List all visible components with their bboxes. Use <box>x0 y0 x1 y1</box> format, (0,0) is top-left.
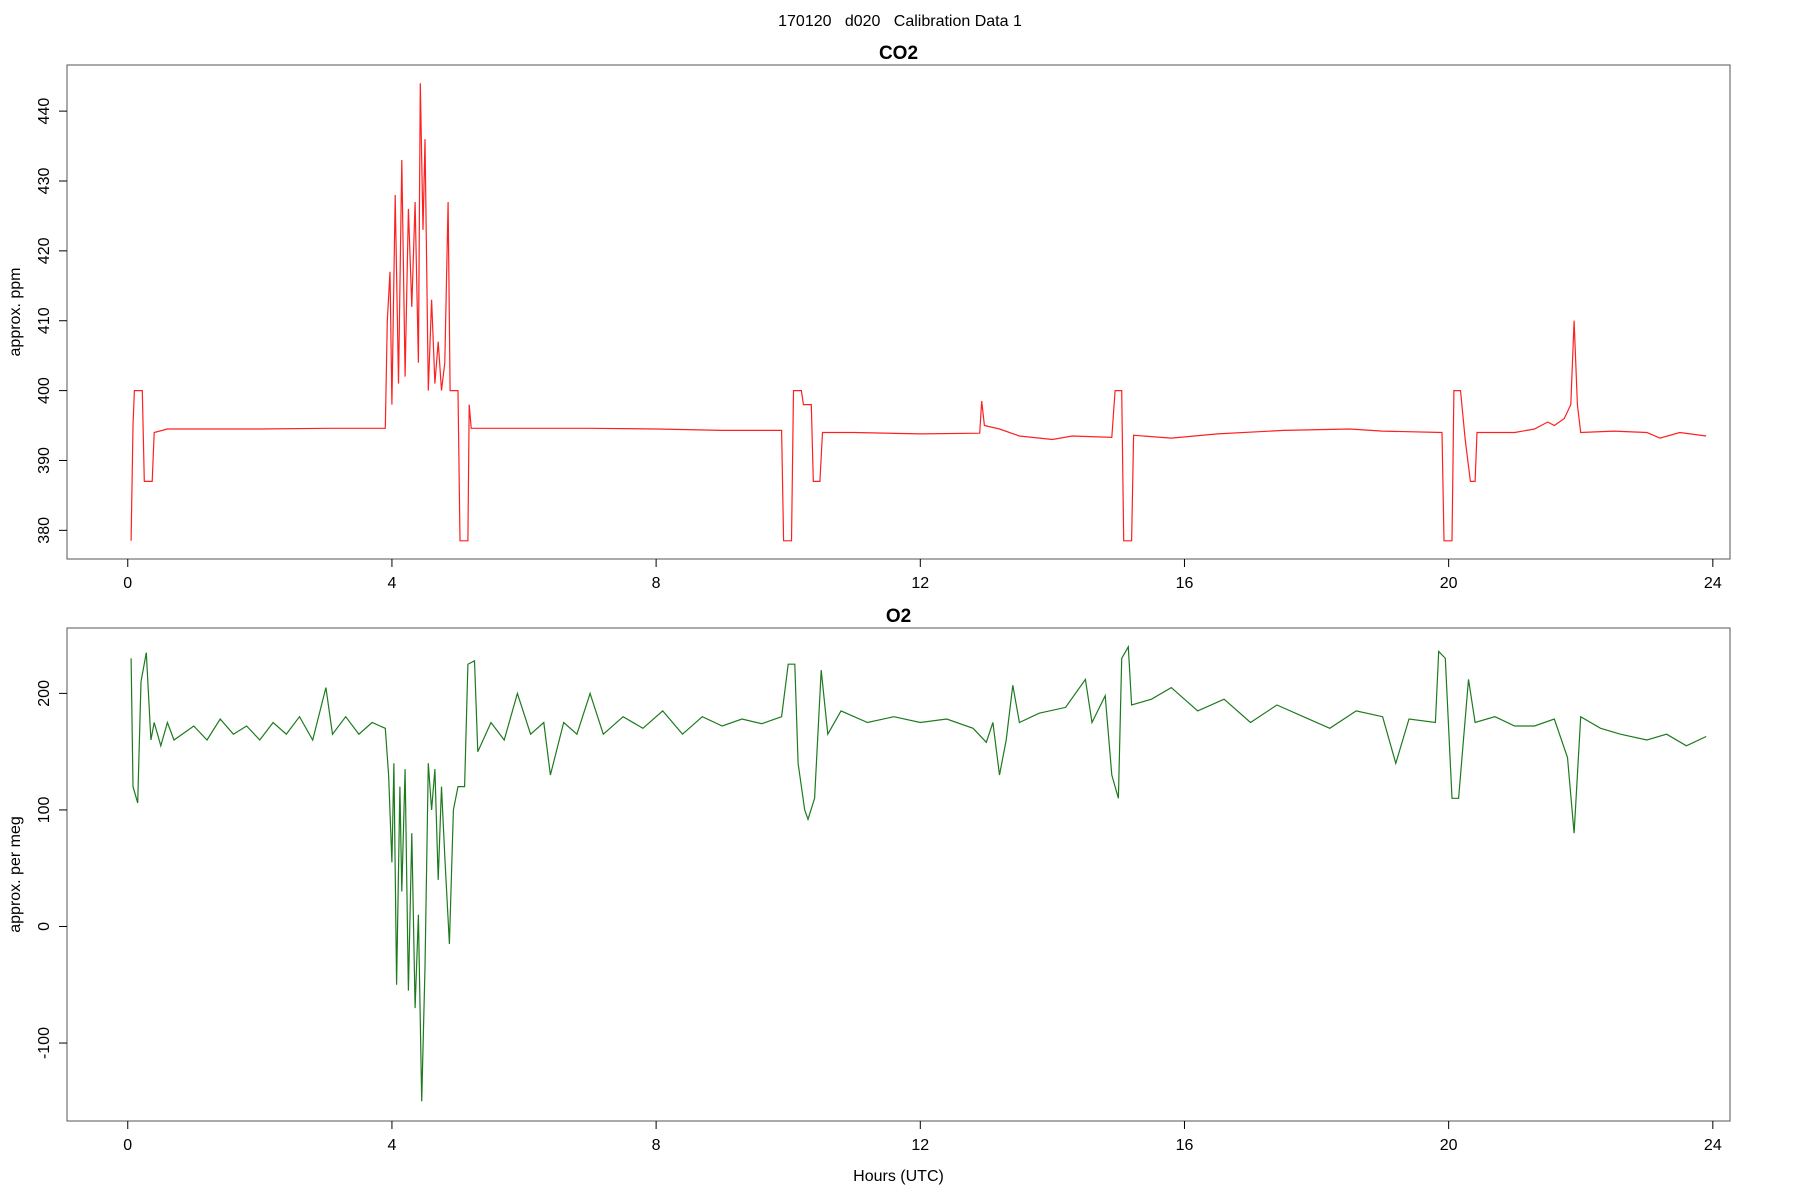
x-tick-label: 24 <box>1704 575 1722 592</box>
y-tick-label: 200 <box>36 680 53 707</box>
figure-title: 170120 d020 Calibration Data 1 <box>778 13 1022 30</box>
y-tick-label: 380 <box>36 517 53 544</box>
y-tick-label: 430 <box>36 168 53 195</box>
data-line <box>130 83 1707 542</box>
y-tick-label: -100 <box>36 1027 53 1059</box>
y-tick-label: 100 <box>36 796 53 823</box>
data-line <box>130 644 1707 1102</box>
y-tick-label: 400 <box>36 377 53 404</box>
x-tick-label: 8 <box>652 575 661 592</box>
y-tick-label: 420 <box>36 237 53 264</box>
y-tick-label: 390 <box>36 447 53 474</box>
x-tick-label: 0 <box>123 575 132 592</box>
x-tick-label: 12 <box>911 575 929 592</box>
x-tick-label: 16 <box>1176 575 1194 592</box>
x-tick-label: 24 <box>1704 1137 1722 1154</box>
y-tick-label: 0 <box>36 922 53 931</box>
x-tick-label: 20 <box>1440 575 1458 592</box>
x-axis-label: Hours (UTC) <box>853 1168 944 1185</box>
plot-frame <box>66 64 1731 560</box>
x-tick-label: 4 <box>387 1137 396 1154</box>
panel-title: O2 <box>886 606 911 627</box>
x-tick-label: 16 <box>1176 1137 1194 1154</box>
x-tick-label: 12 <box>911 1137 929 1154</box>
x-tick-label: 20 <box>1440 1137 1458 1154</box>
y-axis-label: approx. ppm <box>7 268 24 357</box>
panel-title: CO2 <box>879 43 918 64</box>
x-tick-label: 8 <box>652 1137 661 1154</box>
x-tick-label: 0 <box>123 1137 132 1154</box>
y-tick-label: 440 <box>36 98 53 125</box>
y-tick-label: 410 <box>36 307 53 334</box>
plot-frame <box>66 627 1731 1122</box>
y-axis-label: approx. per meg <box>7 816 24 933</box>
x-tick-label: 4 <box>387 575 396 592</box>
